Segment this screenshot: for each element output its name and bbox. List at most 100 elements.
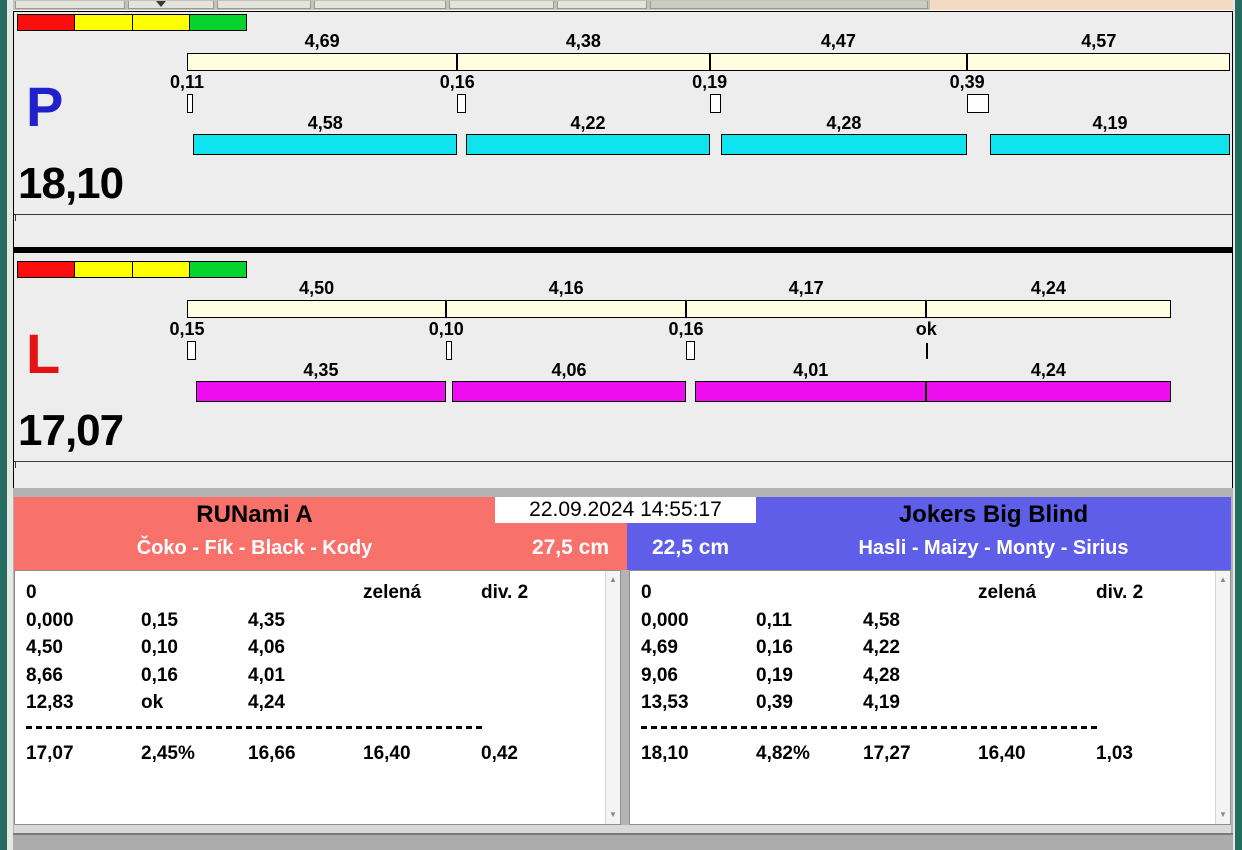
start-light-strip xyxy=(17,14,247,31)
result-cell: 0,15 xyxy=(141,610,178,631)
total-cell: 16,40 xyxy=(363,743,411,764)
lane-divider xyxy=(14,247,1232,253)
split-time-label: 4,57 xyxy=(1081,31,1117,51)
split-division-line xyxy=(925,300,928,318)
lane-panel-left: L 4,50 0,15 4,35 4,16 0,10 4,06 4,17 0,16 4,01 4,… xyxy=(14,259,1232,488)
table-scrollbar[interactable]: ▲ ▼ xyxy=(1215,571,1230,824)
results-table-left: ▲ ▼ 0 zelená div. 2 0,000 0,15 4,35 4,50 0,10 4,… xyxy=(14,570,621,825)
background-window-segment[interactable] xyxy=(650,1,928,9)
dog-time-label: 4,35 xyxy=(303,360,339,380)
result-cell: 4,01 xyxy=(248,665,285,686)
split-time-label: 4,17 xyxy=(788,278,824,298)
total-cell: 17,07 xyxy=(26,743,74,764)
timing-display-area: P 4,69 0,11 4,58 4,38 0,16 4,22 4,47 0,19 4,28 4,… xyxy=(13,11,1233,488)
lane-total-time: 17,07 xyxy=(18,406,124,455)
background-window-segment[interactable] xyxy=(128,1,214,9)
dog-run-bar xyxy=(195,381,447,402)
background-window-segment[interactable] xyxy=(449,1,554,9)
window-edge-right-inner xyxy=(1233,0,1235,850)
exchange-box xyxy=(187,94,193,113)
exchange-box xyxy=(187,341,196,360)
window-edge-left-inner xyxy=(7,0,13,850)
divider xyxy=(13,10,1233,11)
dog-run-bar xyxy=(926,381,1171,402)
dog-run-bar xyxy=(695,381,927,402)
dog-run-bar xyxy=(989,134,1231,155)
exchange-time-label: 0,15 xyxy=(169,319,205,339)
exchange-box xyxy=(446,341,453,360)
result-cell: 0,000 xyxy=(26,610,74,631)
background-window-area xyxy=(930,0,1233,10)
total-cell: 1,03 xyxy=(1096,743,1133,764)
team-name: RUNami A xyxy=(196,501,313,528)
team-name: Jokers Big Blind xyxy=(898,501,1089,528)
dog-run-bar xyxy=(193,134,458,155)
dog-time-label: 4,24 xyxy=(1030,360,1066,380)
total-cell: 4,82% xyxy=(756,743,810,764)
dog-time-label: 4,01 xyxy=(793,360,829,380)
dog-time-label: 4,22 xyxy=(570,113,606,133)
separator-line xyxy=(14,461,1232,462)
total-cell: 18,10 xyxy=(641,743,689,764)
start-light-segment xyxy=(188,261,247,278)
scroll-up-arrow[interactable]: ▲ xyxy=(1219,575,1227,584)
result-cell: 13,53 xyxy=(641,692,689,713)
exchange-time-label: ok xyxy=(915,319,937,339)
result-cell: 8,66 xyxy=(26,665,63,686)
scroll-up-arrow[interactable]: ▲ xyxy=(609,575,617,584)
background-window-segment[interactable] xyxy=(15,1,125,9)
background-window-segment[interactable] xyxy=(217,1,311,9)
result-cell: 0,000 xyxy=(641,610,689,631)
result-cell: 4,06 xyxy=(248,637,285,658)
result-cell: 12,83 xyxy=(26,692,74,713)
table-scrollbar[interactable]: ▲ ▼ xyxy=(605,571,620,824)
split-total-bar xyxy=(187,300,1171,318)
exchange-box xyxy=(457,94,467,113)
dashed-separator xyxy=(26,726,486,729)
split-time-label: 4,16 xyxy=(548,278,584,298)
separator-line xyxy=(14,214,1232,215)
result-cell: 4,28 xyxy=(863,665,900,686)
result-cell: zelená xyxy=(363,582,422,603)
background-window-strip[interactable] xyxy=(13,0,930,10)
split-division-line xyxy=(708,53,711,71)
jump-height: 27,5 cm xyxy=(531,536,609,559)
result-cell: 4,50 xyxy=(26,637,63,658)
teams-section: RUNami A Čoko - Fík - Black - Kody 27,5 … xyxy=(13,488,1233,850)
exchange-box xyxy=(685,341,695,360)
separator-tick xyxy=(15,462,16,468)
total-cell: 16,66 xyxy=(248,743,296,764)
result-cell: 4,19 xyxy=(863,692,900,713)
split-division-line xyxy=(966,53,969,71)
datetime-display: 22.09.2024 14:55:17 xyxy=(495,497,756,523)
result-cell: 0,16 xyxy=(756,637,793,658)
background-window-segment[interactable] xyxy=(314,1,446,9)
result-cell: 0,11 xyxy=(756,610,792,631)
result-cell: 0 xyxy=(26,582,37,603)
result-cell: 9,06 xyxy=(641,665,678,686)
split-time-label: 4,38 xyxy=(565,31,601,51)
dashed-separator xyxy=(641,726,1101,729)
total-cell: 0,42 xyxy=(481,743,518,764)
exchange-time-label: 0,16 xyxy=(668,319,704,339)
start-light-segment xyxy=(188,14,247,31)
result-cell: 0,39 xyxy=(756,692,793,713)
background-window-segment[interactable] xyxy=(557,1,647,9)
split-time-label: 4,24 xyxy=(1030,278,1066,298)
scroll-down-arrow[interactable]: ▼ xyxy=(609,810,617,819)
scroll-down-arrow[interactable]: ▼ xyxy=(1219,810,1227,819)
exchange-time-label: 0,10 xyxy=(428,319,464,339)
split-division-line xyxy=(445,300,448,318)
window-edge-left xyxy=(0,0,7,850)
jump-height: 22,5 cm xyxy=(652,536,730,559)
split-time-label: 4,50 xyxy=(299,278,335,298)
result-cell: 0 xyxy=(641,582,652,603)
dropdown-caret-icon[interactable] xyxy=(156,1,166,7)
start-light-strip xyxy=(17,261,247,278)
result-cell: div. 2 xyxy=(481,582,529,603)
lane-run-chart: 4,69 0,11 4,58 4,38 0,16 4,22 4,47 0,19 4,28 4,57… xyxy=(14,12,1232,247)
dog-run-bar xyxy=(452,381,686,402)
result-cell: 4,24 xyxy=(248,692,285,713)
lane-total-time: 18,10 xyxy=(18,159,124,208)
